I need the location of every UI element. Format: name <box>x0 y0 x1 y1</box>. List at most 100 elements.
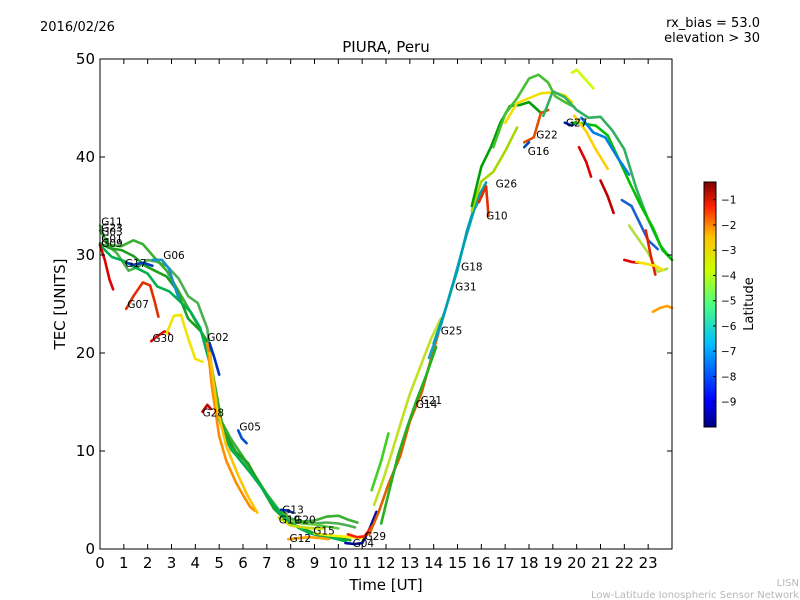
series-trace-g26b <box>503 91 574 124</box>
satellite-label-g23: G23 <box>101 223 123 235</box>
x-tick-label: 5 <box>214 554 224 572</box>
satellite-label-g13: G13 <box>282 505 304 517</box>
satellite-label-g30: G30 <box>152 333 174 345</box>
satellite-label-g15: G15 <box>313 525 335 537</box>
elevation-label: elevation > 30 <box>664 31 760 46</box>
satellite-label-g28: G28 <box>203 408 225 420</box>
x-tick-label: 10 <box>329 554 348 572</box>
satellite-label-g14: G14 <box>416 399 438 411</box>
colorbar-tick-label: −8 <box>721 371 736 383</box>
y-tick-label: 20 <box>76 344 95 362</box>
satellite-label-g07: G07 <box>127 299 148 311</box>
x-tick-label: 18 <box>519 554 538 572</box>
series-trace-g08b <box>570 68 595 90</box>
chart-title: PIURA, Peru <box>342 38 429 56</box>
colorbar-tick-label: −6 <box>721 321 737 333</box>
satellite-label-g18: G18 <box>461 262 483 274</box>
x-tick-label: 8 <box>286 554 296 572</box>
series-trace-g14 <box>379 345 438 525</box>
series-trace-g26 <box>470 126 519 213</box>
series-trace-g26c <box>572 114 610 171</box>
x-tick-label: 14 <box>424 554 443 572</box>
rx-bias-label: rx_bias = 53.0 <box>666 16 760 31</box>
series-trace-g31b <box>570 121 674 262</box>
satellite-label-g10: G10 <box>486 211 508 223</box>
date-label: 2016/02/26 <box>40 20 115 35</box>
satellite-label-g16: G16 <box>528 146 550 158</box>
x-tick-label: 3 <box>167 554 177 572</box>
colorbar <box>703 181 717 428</box>
satellite-label-g21: G21 <box>421 395 443 407</box>
series-trace-g27 <box>563 118 581 127</box>
x-tick-label: 22 <box>615 554 634 572</box>
series-trace-g14b <box>634 260 664 272</box>
series-trace-g05 <box>236 429 248 445</box>
series-trace-g24 <box>206 341 257 513</box>
series-trace-g06 <box>151 258 180 300</box>
series-trace-g04 <box>344 510 378 546</box>
colorbar-label: Latitude <box>742 277 757 331</box>
satellite-label-g11: G11 <box>101 217 123 229</box>
x-tick-label: 7 <box>262 554 272 572</box>
x-tick-label: 21 <box>591 554 610 572</box>
x-tick-label: 13 <box>400 554 419 572</box>
series-trace-g06b <box>651 304 674 314</box>
y-tick-label: 10 <box>76 442 95 460</box>
series-trace-g13 <box>279 508 295 515</box>
series-trace-g24b <box>208 351 259 515</box>
series-trace-g28 <box>201 403 213 414</box>
colorbar-tick-label: −9 <box>721 397 736 409</box>
series-trace-g03b <box>577 145 593 178</box>
satellite-label-g01: G01 <box>101 233 123 245</box>
series-trace-g07 <box>124 281 160 319</box>
satellite-label-g29: G29 <box>365 531 387 543</box>
satellite-label-g22: G22 <box>536 129 558 141</box>
x-tick-label: 2 <box>143 554 153 572</box>
colorbar-tick-label: −5 <box>721 296 736 308</box>
series-trace-g18b <box>620 198 660 251</box>
x-tick-label: 1 <box>119 554 129 572</box>
colorbar-tick-label: −4 <box>721 270 737 282</box>
series-trace-g20 <box>289 520 340 530</box>
colorbar-tick-label: −1 <box>721 195 736 207</box>
x-tick-label: 15 <box>448 554 467 572</box>
satellite-label-g17: G17 <box>125 258 147 270</box>
footer-network: Low-Latitude Ionospheric Sensor Network <box>591 590 799 600</box>
y-tick-label: 50 <box>76 50 95 68</box>
y-axis-label: TEC [UNITS] <box>51 259 69 351</box>
satellite-label-g25: G25 <box>441 325 463 337</box>
x-tick-label: 17 <box>496 554 515 572</box>
series-trace-g25 <box>372 317 443 507</box>
y-tick-label: 40 <box>76 148 95 166</box>
colorbar-tick-label: −7 <box>721 346 736 358</box>
y-axis-ticks: 0 10 20 30 40 50 <box>76 50 672 558</box>
series-trace-g31 <box>432 181 488 345</box>
satellite-label-g03: G03 <box>101 226 123 238</box>
x-tick-label: 0 <box>95 554 105 572</box>
series-trace-g29b <box>627 224 669 274</box>
satellite-label-g12: G12 <box>290 533 312 545</box>
x-tick-label: 12 <box>376 554 395 572</box>
series-trace-g03 <box>98 243 115 291</box>
satellite-label-g05: G05 <box>239 421 261 433</box>
series-layer <box>98 68 674 546</box>
footer-lisn: LISN <box>777 578 799 589</box>
series-trace-g17 <box>124 261 154 268</box>
series-trace-g12 <box>286 535 331 541</box>
x-tick-label: 6 <box>238 554 248 572</box>
series-trace-g30b <box>644 229 657 276</box>
satellite-label-g27: G27 <box>566 118 588 130</box>
x-tick-label: 23 <box>639 554 658 572</box>
x-tick-label: 20 <box>567 554 586 572</box>
series-trace-g19 <box>277 516 326 530</box>
satellite-label-g20: G20 <box>294 515 316 527</box>
series-trace-g16b <box>522 141 531 149</box>
satellite-label-g09: G09 <box>101 238 123 250</box>
colorbar-ticks: −1 −2 −3 −4 −5 −6 −7 −8 −9 <box>713 195 737 409</box>
x-axis-label: Time [UT] <box>348 576 422 594</box>
x-tick-label: 16 <box>472 554 491 572</box>
satellite-label-g02: G02 <box>207 332 229 344</box>
x-tick-label: 4 <box>191 554 201 572</box>
colorbar-tick-label: −2 <box>721 220 736 232</box>
